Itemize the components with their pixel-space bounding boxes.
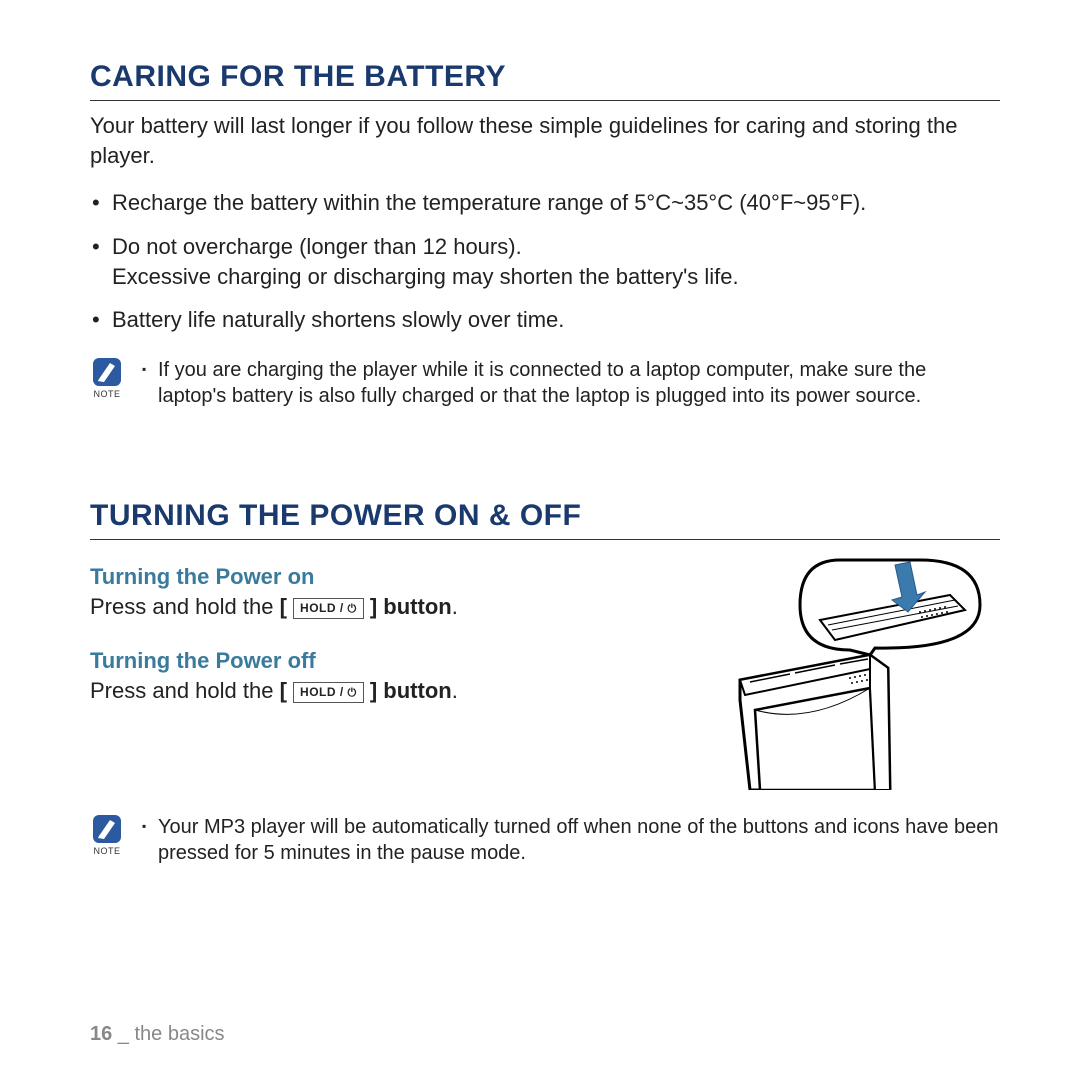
- section-title-power: TURNING THE POWER ON & OFF: [90, 499, 1000, 540]
- note-label: NOTE: [90, 846, 124, 856]
- footer-sep: _: [112, 1023, 134, 1045]
- section-title-battery: CARING FOR THE BATTERY: [90, 60, 1000, 101]
- intro-text: Your battery will last longer if you fol…: [90, 111, 1000, 170]
- chapter-name: the basics: [135, 1023, 225, 1045]
- bracket-open: [: [280, 678, 293, 703]
- hold-button-icon: HOLD / ⏻: [293, 598, 364, 619]
- subheading-power-off: Turning the Power off: [90, 648, 700, 674]
- bracket-close: ]: [364, 594, 377, 619]
- bracket-close: ]: [364, 678, 377, 703]
- note-list: If you are charging the player while it …: [142, 357, 1000, 409]
- period: .: [452, 678, 458, 703]
- period: .: [452, 594, 458, 619]
- note-list: Your MP3 player will be automatically tu…: [142, 814, 1000, 866]
- note-item: If you are charging the player while it …: [142, 357, 1000, 409]
- instr-prefix: Press and hold the: [90, 678, 280, 703]
- power-off-instruction: Press and hold the [ HOLD / ⏻ ] button.: [90, 678, 700, 704]
- bracket-open: [: [280, 594, 293, 619]
- battery-bullet-list: Recharge the battery within the temperat…: [90, 188, 1000, 335]
- power-on-instruction: Press and hold the [ HOLD / ⏻ ] button.: [90, 594, 700, 620]
- bullet-item: Do not overcharge (longer than 12 hours)…: [112, 232, 1000, 291]
- bullet-item: Battery life naturally shortens slowly o…: [112, 305, 1000, 335]
- page-footer: 16 _ the basics: [90, 1023, 225, 1046]
- device-illustration: [720, 550, 1000, 780]
- hold-button-icon: HOLD / ⏻: [293, 682, 364, 703]
- note-block: NOTE Your MP3 player will be automatical…: [90, 814, 1000, 866]
- page-number: 16: [90, 1023, 112, 1045]
- note-icon: NOTE: [90, 357, 124, 399]
- note-block: NOTE If you are charging the player whil…: [90, 357, 1000, 409]
- note-item: Your MP3 player will be automatically tu…: [142, 814, 1000, 866]
- bullet-item: Recharge the battery within the temperat…: [112, 188, 1000, 218]
- instr-prefix: Press and hold the: [90, 594, 280, 619]
- note-label: NOTE: [90, 389, 124, 399]
- subheading-power-on: Turning the Power on: [90, 564, 700, 590]
- instr-suffix: button: [377, 594, 452, 619]
- note-icon: NOTE: [90, 814, 124, 856]
- instr-suffix: button: [377, 678, 452, 703]
